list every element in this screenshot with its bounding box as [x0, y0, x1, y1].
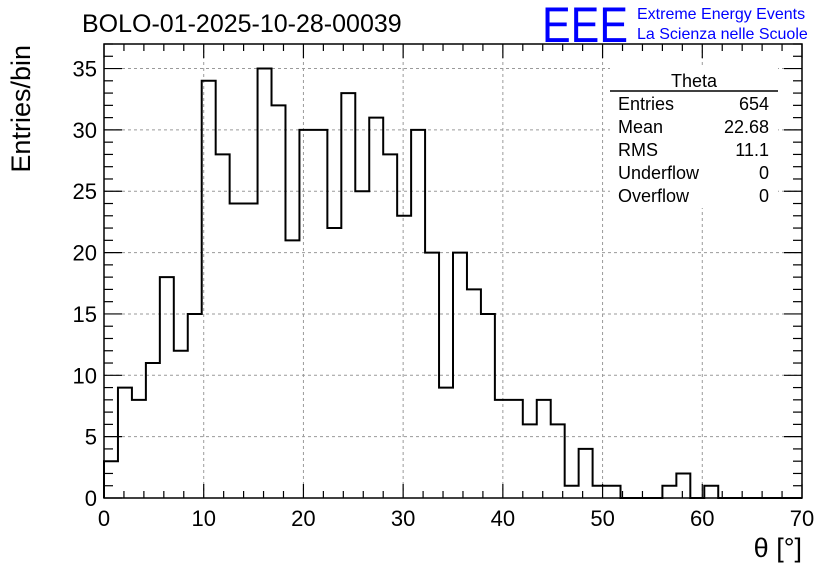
histogram-bin	[509, 400, 523, 498]
y-tick-label: 25	[73, 179, 97, 204]
histogram-bin	[146, 363, 160, 498]
histogram-bin	[327, 228, 341, 498]
histogram-bin	[104, 461, 118, 498]
eee-logo-mark: EEE	[542, 0, 628, 53]
stats-title: Theta	[671, 71, 718, 91]
histogram-bin	[481, 314, 495, 498]
histogram-bin	[216, 154, 230, 498]
chart-title: BOLO-01-2025-10-28-00039	[82, 10, 402, 38]
histogram-bin	[230, 204, 244, 498]
x-tick-label: 40	[491, 506, 515, 531]
x-tick-label: 60	[690, 506, 714, 531]
y-axis-title: Entries/bin	[6, 45, 36, 173]
logo-line-2: La Scienza nelle Scuole	[637, 26, 808, 43]
stats-row-value: 22.68	[724, 117, 769, 137]
y-tick-label: 20	[73, 241, 97, 266]
histogram-bin	[258, 69, 272, 498]
x-tick-label: 30	[391, 506, 415, 531]
y-tick-label: 15	[73, 302, 97, 327]
y-tick-label: 5	[85, 425, 97, 450]
tick-labels: 0 10 20 30 40 50 60 70 0 5 10 15 20 25 30 35	[73, 57, 815, 531]
histogram-bin	[467, 289, 481, 498]
histogram-bin	[174, 351, 188, 498]
x-tick-label: 50	[590, 506, 614, 531]
x-tick-label: 10	[191, 506, 215, 531]
histogram-bin	[341, 93, 355, 498]
stats-row-label: Entries	[618, 94, 674, 114]
histogram-bin	[607, 486, 621, 498]
stats-row-label: Overflow	[618, 186, 690, 206]
histogram-bin	[397, 216, 411, 498]
x-tick-label: 0	[98, 506, 110, 531]
histogram-bin	[272, 105, 286, 498]
histogram-bin	[355, 191, 369, 498]
y-tick-label: 10	[73, 363, 97, 388]
histogram-bin	[383, 154, 397, 498]
histogram-bin	[495, 400, 509, 498]
histogram-bin	[676, 473, 690, 498]
histogram-bin	[369, 118, 383, 498]
stats-row-label: RMS	[618, 140, 658, 160]
stats-box: Theta Entries 654 Mean 22.68 RMS 11.1 Underflo…	[610, 68, 778, 208]
stats-row-value: 0	[759, 186, 769, 206]
y-tick-label: 30	[73, 118, 97, 143]
y-tick-label: 35	[73, 57, 97, 82]
stats-row-value: 0	[759, 163, 769, 183]
logo-line-1: Extreme Energy Events	[637, 6, 805, 23]
histogram-bin	[160, 277, 174, 498]
histogram-bin	[704, 486, 718, 498]
stats-row-value: 654	[739, 94, 769, 114]
histogram-bin	[285, 240, 299, 498]
histogram-bin	[188, 314, 202, 498]
histogram-bin	[299, 130, 313, 498]
y-tick-label: 0	[85, 486, 97, 511]
histogram-bin	[579, 449, 593, 498]
histogram-bin	[244, 204, 258, 498]
histogram-bin	[537, 400, 551, 498]
axis-ticks	[103, 43, 803, 499]
plot-frame	[103, 43, 803, 499]
histogram-bin	[439, 388, 453, 498]
x-tick-label: 20	[291, 506, 315, 531]
histogram-bin	[565, 486, 579, 498]
histogram-outline	[103, 67, 802, 499]
histogram-bin	[523, 424, 537, 498]
stats-row-label: Mean	[618, 117, 663, 137]
histogram-bin	[118, 388, 132, 498]
plot-frame-border	[103, 43, 803, 499]
histogram-bin	[662, 486, 676, 498]
stats-row-value: 11.1	[735, 140, 769, 160]
stats-rows: Entries 654 Mean 22.68 RMS 11.1 Underflow 0 Over…	[618, 94, 769, 206]
histogram-bin	[593, 486, 607, 498]
histogram-bin	[551, 424, 565, 498]
eee-logo: EEE Extreme Energy Events La Scienza nel…	[542, 0, 808, 53]
x-axis-title: θ [°]	[754, 533, 802, 563]
histogram-bin	[132, 400, 146, 498]
stats-row-label: Underflow	[618, 163, 700, 183]
x-tick-label: 70	[790, 506, 814, 531]
